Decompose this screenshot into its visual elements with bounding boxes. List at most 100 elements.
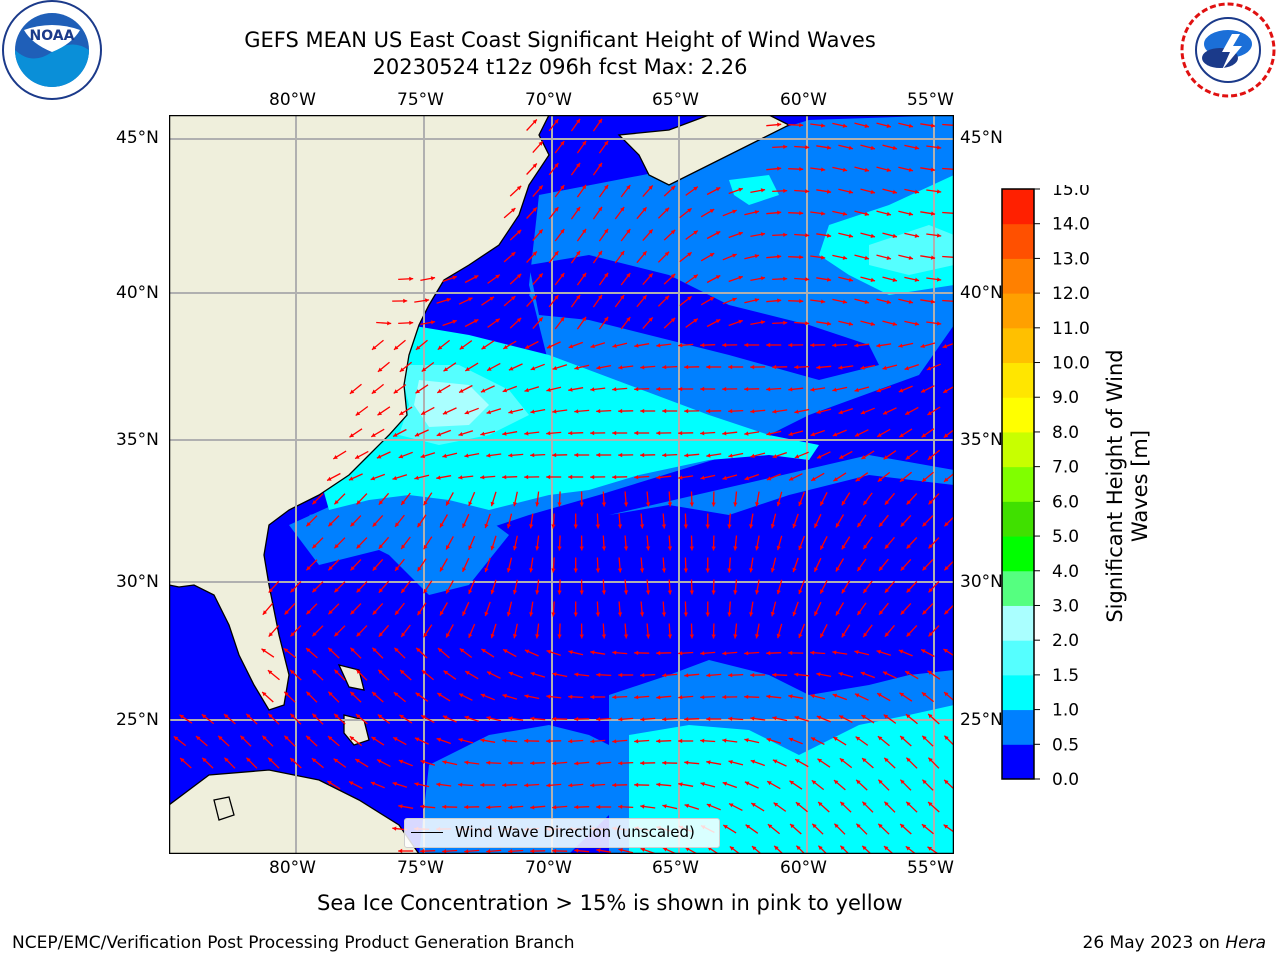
wind-arrow-head bbox=[870, 321, 875, 326]
wind-arrow-head bbox=[640, 717, 645, 722]
wind-arrow-head bbox=[480, 738, 485, 743]
wind-arrow-head bbox=[766, 737, 771, 742]
wind-arrow-head bbox=[892, 189, 897, 194]
wind-arrow-head bbox=[877, 693, 882, 698]
wind-arrow-head bbox=[693, 274, 698, 279]
wind-arrow-head bbox=[620, 251, 625, 256]
wind-arrow-head bbox=[864, 167, 869, 172]
wind-arrow-head bbox=[805, 233, 810, 238]
wind-arrow-head bbox=[284, 610, 289, 615]
wind-arrow-head bbox=[738, 231, 743, 236]
wind-arrow-head bbox=[879, 522, 884, 527]
colorbar-bin bbox=[1002, 570, 1034, 606]
wind-arrow-head bbox=[576, 206, 581, 212]
wind-arrow-head bbox=[863, 544, 868, 550]
wind-arrow-head bbox=[349, 781, 354, 786]
wind-arrow-head bbox=[634, 387, 639, 392]
wind-arrow-head bbox=[446, 501, 450, 506]
wind-arrow-head bbox=[928, 757, 933, 762]
lon-label: 75°W bbox=[397, 90, 444, 110]
wind-arrow-head bbox=[334, 669, 339, 674]
wind-arrow-head bbox=[334, 632, 339, 637]
wind-arrow-head bbox=[772, 759, 778, 764]
wind-arrow bbox=[942, 167, 954, 170]
wind-arrow-head bbox=[377, 367, 383, 372]
colorbar-tick-label: 4.0 bbox=[1052, 562, 1079, 582]
wind-arrow-head bbox=[855, 736, 861, 741]
wind-arrow-head bbox=[446, 545, 450, 550]
colorbar-tick-label: 11.0 bbox=[1052, 319, 1090, 339]
wave-band-2-0 bbox=[414, 380, 489, 427]
wind-arrow-head bbox=[481, 648, 486, 653]
wind-arrow-head bbox=[640, 408, 645, 414]
wind-arrow-head bbox=[612, 430, 617, 436]
wind-arrow-head bbox=[729, 846, 735, 851]
wind-arrow-head bbox=[574, 409, 579, 414]
wind-arrow-head bbox=[459, 388, 464, 393]
noaa-logo-text: NOAA bbox=[30, 28, 75, 44]
wind-arrow-head bbox=[922, 522, 927, 527]
wind-arrow-head bbox=[892, 145, 897, 150]
wind-arrow-head bbox=[618, 761, 623, 766]
wind-arrow-head bbox=[551, 612, 556, 617]
wind-arrow-head bbox=[678, 386, 683, 392]
wind-arrow-head bbox=[512, 634, 518, 639]
wind-arrow-head bbox=[268, 632, 273, 637]
wind-arrow-head bbox=[664, 207, 670, 212]
wind-arrow-head bbox=[590, 783, 595, 788]
wind-arrow-head bbox=[399, 367, 405, 372]
wind-arrow-head bbox=[670, 185, 676, 191]
map-title: GEFS MEAN US East Coast Significant Heig… bbox=[244, 28, 876, 52]
wind-arrow-head bbox=[634, 739, 639, 744]
wind-arrow-head bbox=[268, 757, 273, 763]
wind-arrow-head bbox=[574, 716, 579, 722]
wind-arrow-head bbox=[554, 251, 559, 256]
wind-arrow-head bbox=[617, 612, 623, 617]
wind-arrow-head bbox=[816, 365, 821, 370]
wind-arrow-head bbox=[261, 648, 266, 653]
wind-arrow-head bbox=[799, 211, 804, 216]
wind-arrow-head bbox=[805, 321, 810, 326]
wind-arrow-head bbox=[480, 388, 486, 393]
wind-arrow-head bbox=[443, 670, 449, 675]
wind-arrow-head bbox=[437, 389, 442, 393]
wind-arrow-head bbox=[792, 567, 797, 573]
colorbar-bin bbox=[1002, 709, 1034, 745]
wind-arrow-head bbox=[568, 387, 573, 392]
colorbar-tick-label: 8.0 bbox=[1052, 423, 1079, 443]
wind-arrow-head bbox=[525, 344, 530, 349]
wind-arrow-head bbox=[661, 568, 667, 573]
wind-arrow-head bbox=[684, 408, 689, 414]
lon-label: 80°W bbox=[269, 858, 316, 878]
wind-arrow-head bbox=[684, 760, 689, 765]
wind-arrow-head bbox=[667, 634, 673, 639]
wind-arrow-head bbox=[706, 453, 711, 458]
wind-arrow-head bbox=[639, 524, 645, 529]
wind-arrow-head bbox=[936, 189, 942, 194]
wind-arrow-head bbox=[732, 253, 737, 258]
wind-arrow-head bbox=[773, 802, 779, 807]
wind-arrow-head bbox=[842, 255, 848, 260]
wind-arrow-head bbox=[568, 431, 573, 436]
wind-arrow-head bbox=[839, 715, 844, 720]
wind-arrow-head bbox=[328, 566, 333, 571]
wind-arrow-head bbox=[420, 849, 425, 854]
wind-arrow-head bbox=[421, 670, 427, 675]
wind-arrow-head bbox=[590, 344, 595, 349]
wind-arrow-head bbox=[877, 432, 882, 437]
wind-arrow-head bbox=[750, 409, 755, 414]
wind-arrow-head bbox=[838, 410, 843, 415]
wind-arrow-head bbox=[640, 365, 645, 370]
colorbar-bin bbox=[1002, 189, 1034, 225]
wind-arrow-head bbox=[792, 611, 797, 617]
wind-arrow-head bbox=[944, 477, 949, 482]
wind-arrow-head bbox=[640, 760, 645, 766]
wind-arrow-head bbox=[473, 275, 479, 280]
wind-arrow-head bbox=[755, 634, 760, 639]
wind-arrow-head bbox=[755, 502, 760, 507]
wind-arrow-head bbox=[833, 477, 838, 482]
wind-arrow-head bbox=[921, 824, 927, 829]
wind-arrow-head bbox=[378, 500, 383, 505]
wind-arrow-head bbox=[892, 277, 897, 282]
wind-arrow-head bbox=[512, 502, 518, 507]
